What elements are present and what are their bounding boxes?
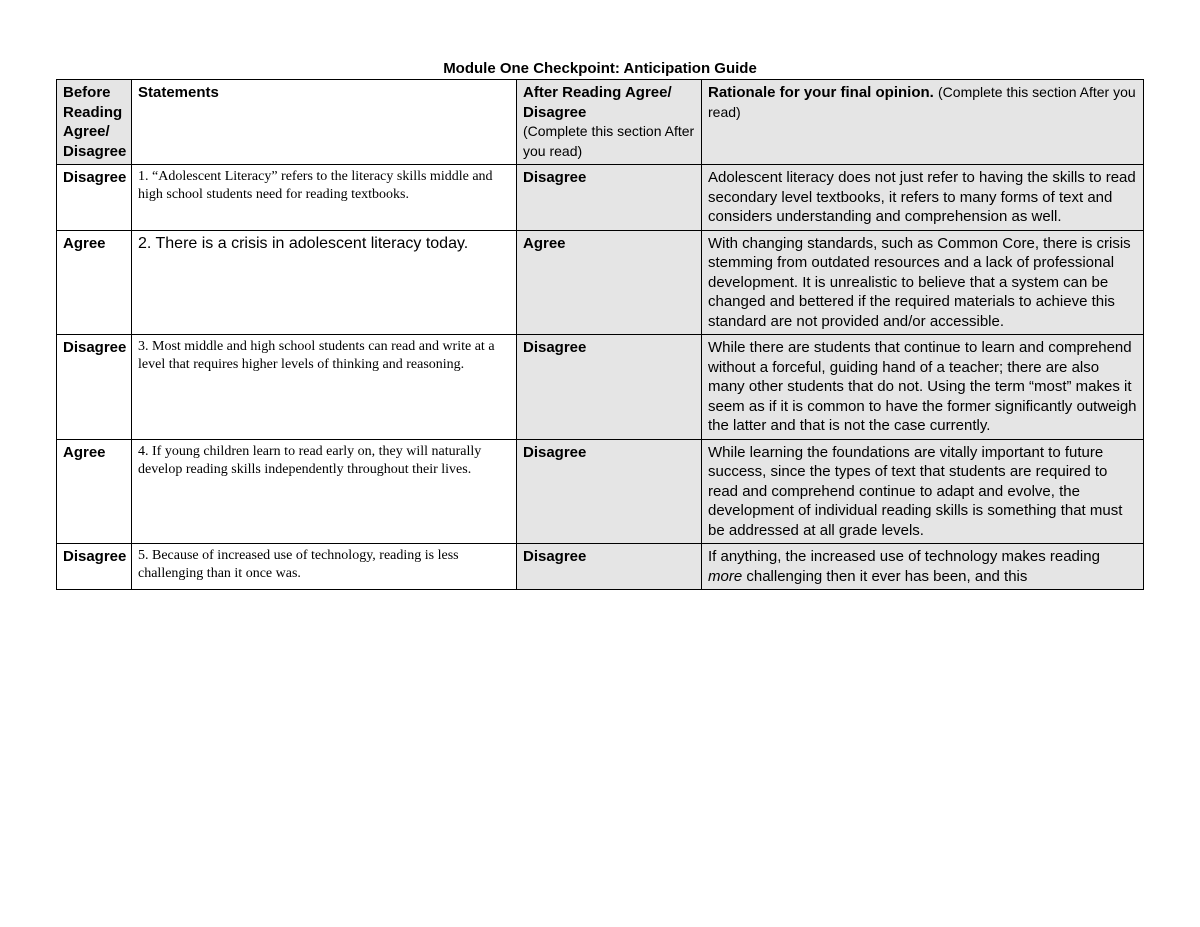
col-header-statements: Statements xyxy=(132,80,517,165)
statement-cell: 5. Because of increased use of technolog… xyxy=(132,544,517,590)
table-row: Agree4. If young children learn to read … xyxy=(57,439,1144,544)
rationale-cell: While there are students that continue t… xyxy=(702,335,1144,440)
after-reading-cell: Disagree xyxy=(517,165,702,231)
page-title: Module One Checkpoint: Anticipation Guid… xyxy=(56,60,1144,77)
table-row: Disagree1. “Adolescent Literacy” refers … xyxy=(57,165,1144,231)
statement-cell: 1. “Adolescent Literacy” refers to the l… xyxy=(132,165,517,231)
table-header-row: Before Reading Agree/ Disagree Statement… xyxy=(57,80,1144,165)
anticipation-guide-table: Before Reading Agree/ Disagree Statement… xyxy=(56,79,1144,590)
statement-cell: 2. There is a crisis in adolescent liter… xyxy=(132,230,517,335)
table-row: Disagree5. Because of increased use of t… xyxy=(57,544,1144,590)
before-reading-cell: Disagree xyxy=(57,335,132,440)
after-reading-cell: Disagree xyxy=(517,439,702,544)
before-reading-cell: Disagree xyxy=(57,165,132,231)
after-reading-cell: Agree xyxy=(517,230,702,335)
after-reading-cell: Disagree xyxy=(517,335,702,440)
table-row: Disagree3. Most middle and high school s… xyxy=(57,335,1144,440)
statement-cell: 3. Most middle and high school students … xyxy=(132,335,517,440)
rationale-cell: While learning the foundations are vital… xyxy=(702,439,1144,544)
before-reading-cell: Disagree xyxy=(57,544,132,590)
table-row: Agree2. There is a crisis in adolescent … xyxy=(57,230,1144,335)
col-header-before: Before Reading Agree/ Disagree xyxy=(57,80,132,165)
statement-cell: 4. If young children learn to read early… xyxy=(132,439,517,544)
col-header-rationale: Rationale for your final opinion. (Compl… xyxy=(702,80,1144,165)
col-header-after: After Reading Agree/ Disagree (Complete … xyxy=(517,80,702,165)
rationale-cell: If anything, the increased use of techno… xyxy=(702,544,1144,590)
rationale-cell: With changing standards, such as Common … xyxy=(702,230,1144,335)
before-reading-cell: Agree xyxy=(57,439,132,544)
after-reading-cell: Disagree xyxy=(517,544,702,590)
before-reading-cell: Agree xyxy=(57,230,132,335)
rationale-cell: Adolescent literacy does not just refer … xyxy=(702,165,1144,231)
